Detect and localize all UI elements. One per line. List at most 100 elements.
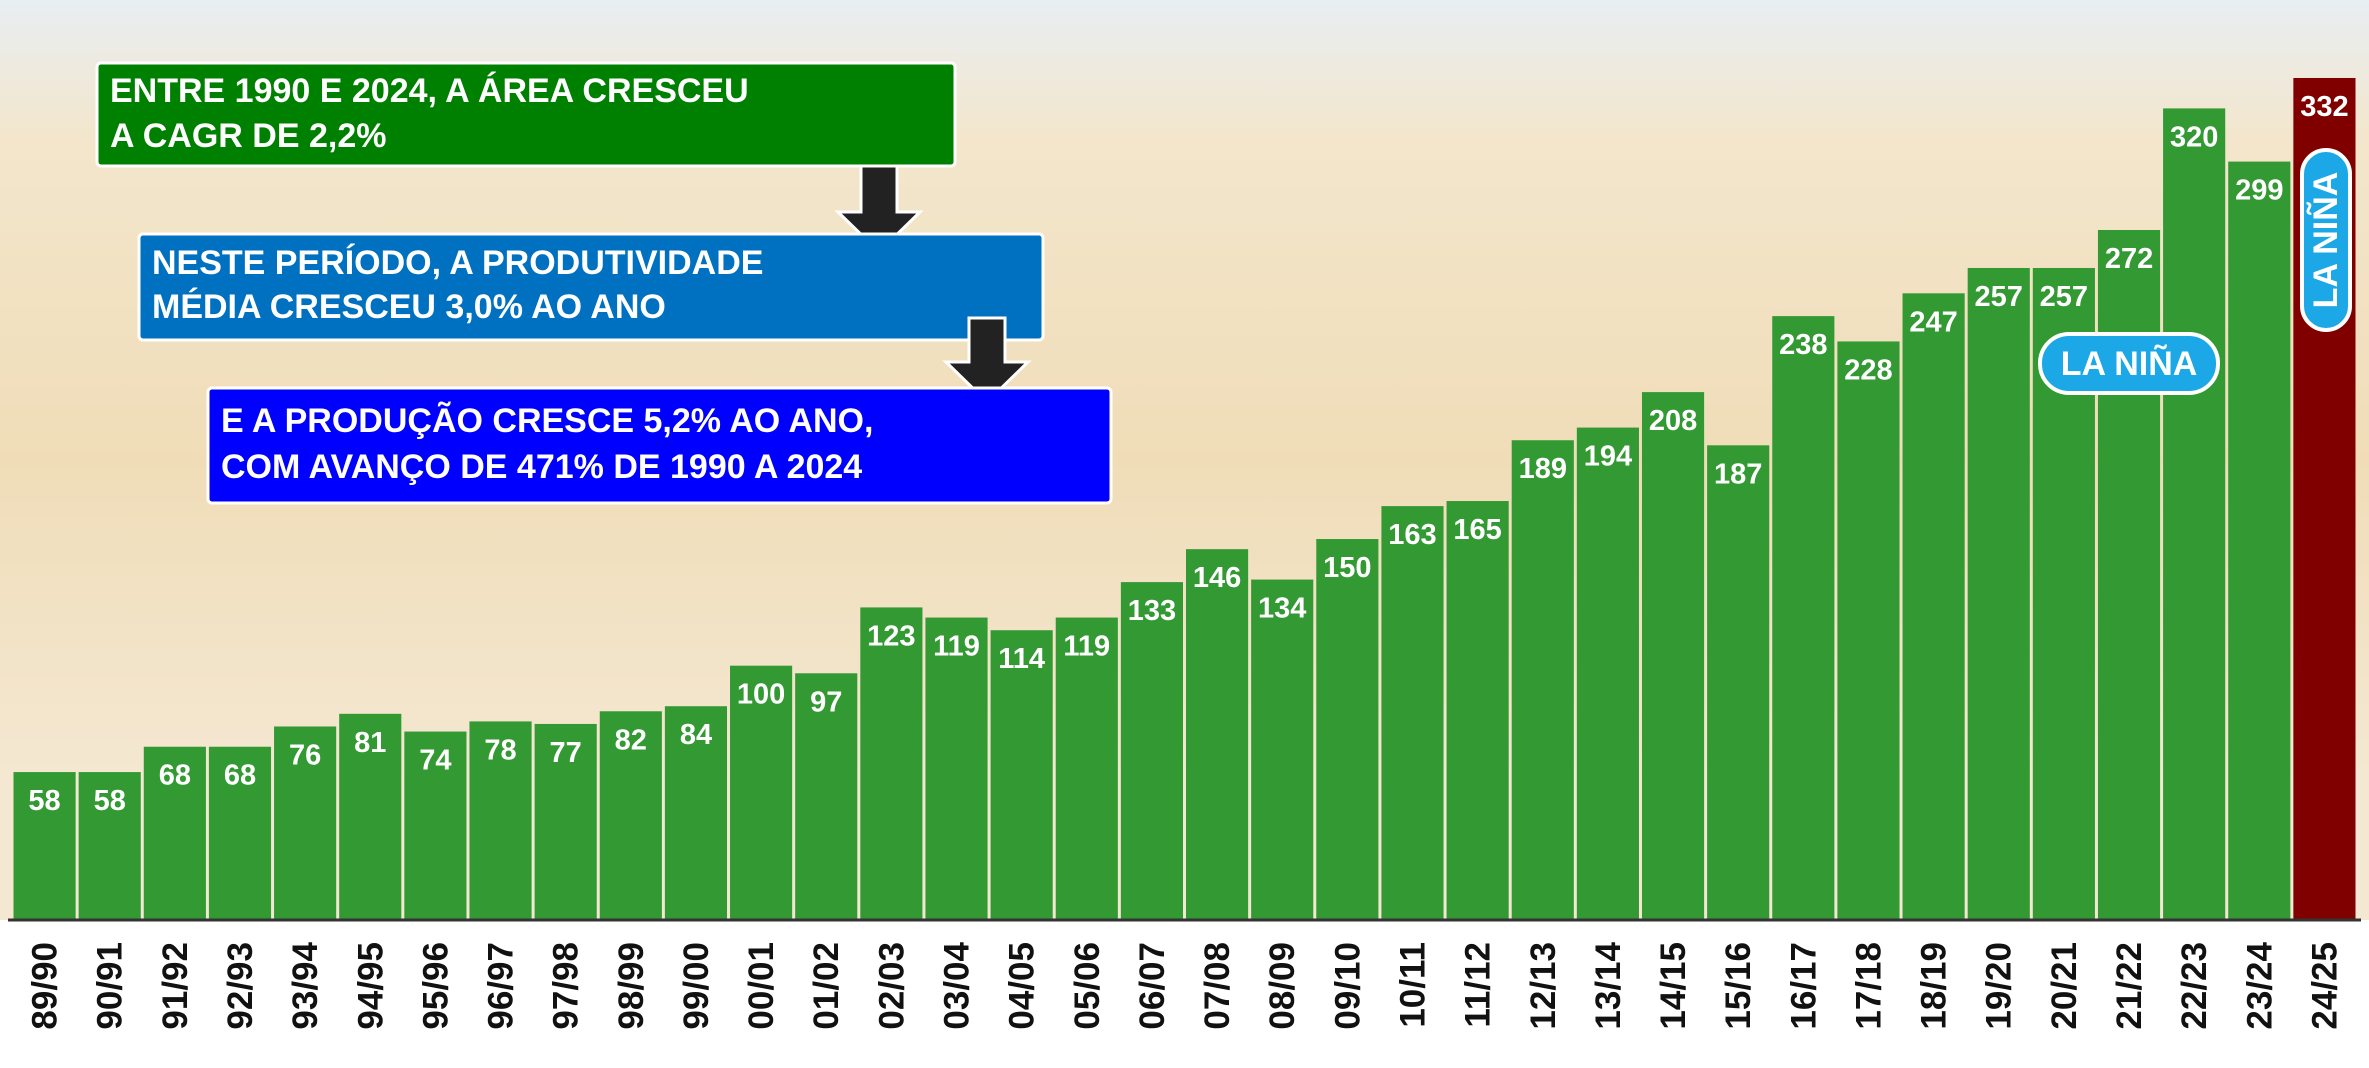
x-tick-label: 19/20 [1980, 942, 2019, 1030]
value-label: 320 [2170, 121, 2218, 153]
bar [274, 726, 337, 919]
annotation-text: A CAGR DE 2,2% [110, 117, 386, 155]
x-tick-label: 91/92 [156, 942, 195, 1030]
bar [1381, 506, 1444, 919]
arrow [942, 316, 1032, 405]
bar [1120, 582, 1183, 919]
value-label: 272 [2105, 243, 2153, 275]
bar [730, 665, 793, 919]
x-tick-label: 89/90 [26, 942, 65, 1030]
value-label: 247 [1909, 306, 1957, 338]
annotation-text: LA NIÑA [2061, 345, 2198, 383]
x-tick-label: 92/93 [221, 942, 260, 1030]
value-label: 97 [810, 686, 842, 718]
bar [143, 746, 206, 919]
bar [339, 713, 402, 919]
x-tick-label: 94/95 [351, 942, 390, 1030]
bar [860, 607, 923, 919]
bar [1576, 427, 1639, 919]
x-tick-label: 97/98 [547, 942, 586, 1030]
value-label: 163 [1388, 519, 1436, 551]
x-tick-label: 95/96 [416, 942, 455, 1030]
annotation-text: MÉDIA CRESCEU 3,0% AO ANO [152, 288, 666, 326]
bar [78, 772, 141, 919]
bar [1055, 617, 1118, 919]
bar [2228, 161, 2291, 919]
value-label: 238 [1779, 329, 1827, 361]
value-label: 133 [1128, 595, 1176, 627]
value-label: 82 [615, 724, 647, 756]
value-label: 68 [159, 760, 191, 792]
value-label: 77 [550, 737, 582, 769]
x-tick-label: 12/13 [1524, 942, 1563, 1030]
x-tick-label: 11/12 [1459, 942, 1498, 1028]
x-tick-label: 20/21 [2045, 942, 2084, 1030]
value-label: 194 [1584, 441, 1632, 473]
bar [1967, 267, 2030, 919]
annotation-box [137, 232, 1045, 342]
x-tick-label: 16/17 [1784, 942, 1823, 1030]
x-tick-label: 06/07 [1133, 942, 1172, 1030]
annotation-box [95, 61, 957, 168]
x-tick-label: 03/04 [938, 941, 977, 1029]
label-area [0, 920, 2369, 1068]
bar [1707, 445, 1770, 919]
value-label: 84 [680, 719, 712, 751]
value-label: 208 [1649, 405, 1697, 437]
value-label: 299 [2235, 175, 2283, 207]
bar [795, 673, 858, 919]
x-tick-label: 93/94 [286, 941, 325, 1029]
x-tick-label: 04/05 [1003, 942, 1042, 1030]
value-label: 58 [28, 785, 60, 817]
annotation-text: ENTRE 1990 E 2024, A ÁREA CRESCEU [110, 72, 749, 110]
x-tick-label: 10/11 [1393, 942, 1432, 1028]
value-label: 228 [1844, 354, 1892, 386]
value-label: 119 [933, 631, 980, 663]
x-tick-label: 23/24 [2240, 941, 2279, 1029]
value-label: 189 [1519, 453, 1567, 485]
value-label: 165 [1453, 514, 1501, 546]
x-tick-label: 07/08 [1198, 942, 1237, 1030]
bar [599, 711, 662, 919]
x-tick-label: 17/18 [1849, 942, 1888, 1030]
x-tick-label: 99/00 [677, 942, 716, 1030]
x-tick-label: 15/16 [1719, 942, 1758, 1030]
x-tick-label: 21/22 [2110, 942, 2149, 1030]
value-label: 119 [1063, 631, 1110, 663]
bar [1316, 539, 1379, 919]
value-label: 257 [1975, 281, 2023, 313]
x-tick-label: 05/06 [1068, 942, 1107, 1030]
x-tick-label: 90/91 [91, 942, 130, 1030]
x-tick-label: 98/99 [612, 942, 651, 1030]
value-label: 257 [2040, 281, 2088, 313]
value-label: 332 [2300, 91, 2348, 123]
value-label: 68 [224, 760, 256, 792]
value-label: 134 [1258, 593, 1306, 625]
bar [469, 721, 532, 919]
bar [664, 706, 728, 919]
bar [990, 630, 1053, 919]
value-label: 187 [1714, 458, 1762, 490]
x-tick-label: 08/09 [1263, 942, 1302, 1030]
bar [534, 723, 597, 919]
x-tick-label: 02/03 [872, 942, 911, 1030]
x-tick-label: 18/19 [1915, 942, 1954, 1030]
bar [1772, 316, 1835, 919]
annotation-text: COM AVANÇO DE 471% DE 1990 A 2024 [221, 448, 862, 486]
x-tick-label: 22/23 [2175, 942, 2214, 1030]
x-tick-label: 24/25 [2305, 942, 2344, 1030]
bar [1837, 341, 1900, 919]
annotation-text: E A PRODUÇÃO CRESCE 5,2% AO ANO, [221, 402, 873, 440]
value-label: 150 [1323, 552, 1371, 584]
x-tick-label: 13/14 [1589, 941, 1628, 1029]
value-label: 114 [998, 643, 1045, 675]
value-label: 58 [94, 785, 126, 817]
value-label: 123 [867, 620, 915, 652]
bar [2163, 108, 2226, 920]
bar [1511, 440, 1574, 919]
x-tick-label: 14/15 [1654, 942, 1693, 1030]
annotation-pill [2300, 148, 2352, 332]
x-tick-label: 09/10 [1328, 942, 1367, 1030]
value-label: 81 [354, 727, 386, 759]
